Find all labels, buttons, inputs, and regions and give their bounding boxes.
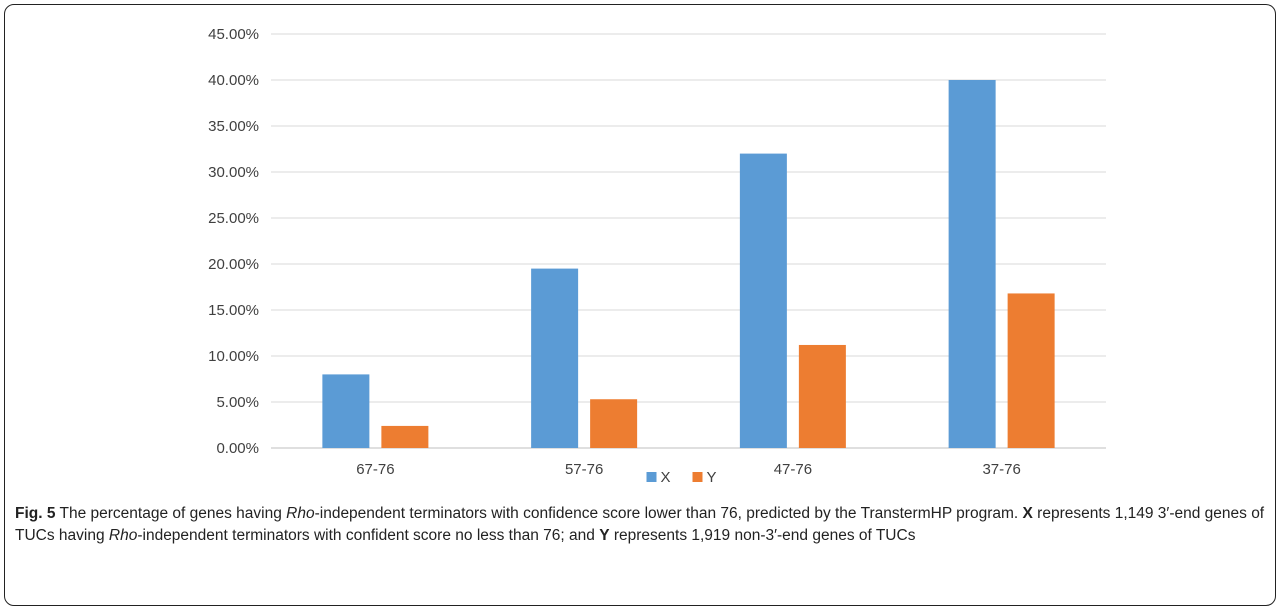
x-tick-label-3: 37-76 — [982, 461, 1020, 478]
caption-text-1: The percentage of genes having — [55, 505, 287, 522]
y-tick-label-5: 25.00% — [208, 210, 259, 227]
caption-text-2: -independent terminators with confidence… — [314, 505, 1023, 522]
caption-text-4: -independent terminators with confident … — [137, 527, 600, 544]
legend-swatch-y — [692, 472, 703, 482]
y-tick-label-3: 15.00% — [208, 302, 259, 319]
bar-y-47-76 — [798, 344, 846, 448]
bar-x-37-76 — [948, 80, 996, 448]
bar-x-47-76 — [739, 153, 787, 448]
y-tick-label-9: 45.00% — [208, 26, 259, 43]
caption-text-5: represents 1,919 non-3′-end genes of TUC… — [609, 527, 916, 544]
legend-label-x: X — [661, 469, 671, 486]
caption-text-3: represents 1,149 3′-end genes of TUCs ha… — [15, 505, 1265, 544]
bar-x-57-76 — [531, 268, 579, 448]
y-tick-label-1: 5.00% — [216, 394, 259, 411]
x-tick-label-1: 57-76 — [565, 461, 603, 478]
caption-y-bold: Y — [599, 527, 610, 544]
y-tick-label-4: 20.00% — [208, 256, 259, 273]
y-tick-label-2: 10.00% — [208, 348, 259, 365]
y-tick-label-8: 40.00% — [208, 72, 259, 89]
x-tick-label-0: 67-76 — [356, 461, 394, 478]
bar-chart: 0.00% 5.00% 10.00% 15.00% 20.00% 25.00% 30.00%… — [208, 26, 1106, 486]
bar-x-67-76 — [322, 374, 370, 448]
x-tick-label-2: 47-76 — [774, 461, 812, 478]
y-tick-label-7: 35.00% — [208, 118, 259, 135]
caption-rho-1: Rho — [286, 505, 315, 522]
y-tick-label-6: 30.00% — [208, 164, 259, 181]
figure-frame — [4, 4, 1276, 606]
legend-swatch-x — [646, 472, 657, 482]
y-tick-label-0: 0.00% — [216, 440, 259, 457]
legend-label-y: Y — [707, 469, 717, 486]
caption-fig-label: Fig. 5 — [15, 505, 56, 522]
caption-x-bold: X — [1022, 505, 1033, 522]
bar-y-37-76 — [1007, 293, 1055, 448]
caption-rho-2: Rho — [108, 527, 138, 544]
figure-caption: Fig. 5 The percentage of genes having Rh… — [15, 503, 1265, 547]
bar-y-57-76 — [590, 399, 638, 448]
bar-y-67-76 — [381, 425, 429, 448]
